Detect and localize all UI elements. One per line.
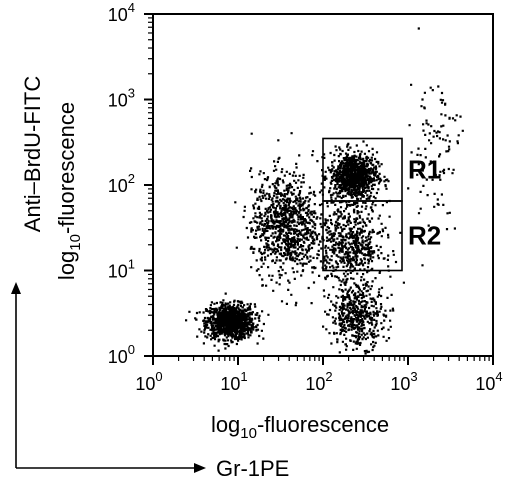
y-tick-label: 102 <box>108 171 135 196</box>
axis-ticks: 100 101 102 103 104 100 101 102 103 104 <box>108 0 503 394</box>
event-dot-cloud <box>185 27 464 355</box>
x-tick-label: 102 <box>305 369 332 394</box>
gate-r2 <box>322 200 403 272</box>
x-tick-label: 104 <box>475 369 502 394</box>
y-tick-label: 103 <box>108 86 135 111</box>
y-tick-label: 101 <box>108 257 135 282</box>
gate-regions: R1 R2 <box>322 137 441 272</box>
x-axis-label: log10-fluorescence <box>211 412 389 442</box>
gate-label-r2: R2 <box>408 221 441 251</box>
gate-label-r1: R1 <box>408 155 441 185</box>
y-tick-label: 104 <box>108 0 135 25</box>
x-marker-label: Gr-1PE <box>216 456 289 481</box>
y-axis-label-line1: Anti–BrdU-FITC <box>20 76 45 233</box>
y-axis-label-line2: log10-fluorescence <box>54 102 84 280</box>
x-tick-label: 100 <box>135 369 162 394</box>
x-tick-label: 103 <box>390 369 417 394</box>
event-dots <box>185 27 464 355</box>
axis-direction-arrows <box>11 282 206 473</box>
x-tick-label: 101 <box>220 369 247 394</box>
y-tick-label: 100 <box>108 342 135 367</box>
